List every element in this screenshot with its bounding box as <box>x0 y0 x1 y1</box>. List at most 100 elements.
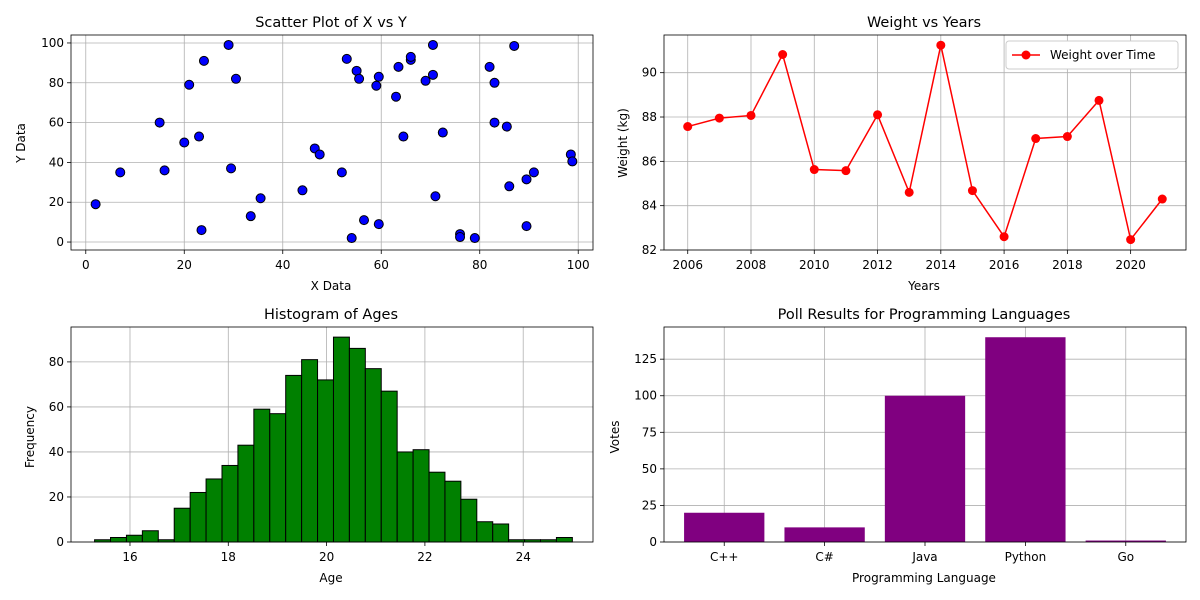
histogram-bar <box>444 480 462 543</box>
scatter-point <box>354 73 365 84</box>
scatter-point <box>521 174 532 185</box>
y-tick-label: 20 <box>49 195 64 209</box>
x-tick-label: Python <box>1005 550 1047 564</box>
y-tick-label: 40 <box>49 155 64 169</box>
scatter-point <box>373 71 384 82</box>
histogram-bar <box>205 478 223 543</box>
line-point <box>999 232 1009 242</box>
scatter-point <box>437 127 448 138</box>
y-tick-label: 0 <box>649 535 657 549</box>
scatter-point <box>504 181 515 192</box>
scatter-point <box>371 80 382 91</box>
series-markers <box>683 40 1167 245</box>
legend: Weight over Time <box>1005 40 1179 70</box>
x-tick-label: 16 <box>122 550 137 564</box>
bar <box>985 337 1066 542</box>
line-point <box>873 110 883 120</box>
scatter-point <box>489 77 500 88</box>
scatter-points <box>90 39 578 244</box>
line-point <box>904 187 914 197</box>
line-point <box>936 40 946 50</box>
y-axis-label: Votes <box>608 421 622 454</box>
x-tick-label: 2016 <box>989 258 1020 272</box>
y-axis-label: Y Data <box>14 123 28 164</box>
x-tick-label: 100 <box>567 258 590 272</box>
histogram-bar <box>189 491 207 543</box>
y-tick-label: 86 <box>642 154 657 168</box>
y-tick-label: 75 <box>642 425 657 439</box>
scatter-point <box>501 121 512 132</box>
histogram-bar <box>428 471 446 543</box>
x-tick-label: C# <box>815 550 833 564</box>
scatter-point <box>455 232 466 243</box>
scatter-point <box>398 131 409 142</box>
histogram-bar <box>221 464 239 543</box>
x-tick-label: 2014 <box>926 258 957 272</box>
x-tick-label: 2012 <box>862 258 893 272</box>
x-axis-label: Age <box>319 571 342 585</box>
x-tick-label: 24 <box>516 550 531 564</box>
x-tick-label: 2018 <box>1052 258 1083 272</box>
line-chart-panel: Weight vs Years Years Weight (kg) 2006 20… <box>616 15 1187 293</box>
scatter-point <box>115 167 126 178</box>
histogram-bar <box>348 347 366 543</box>
series-line <box>687 45 1163 242</box>
scatter-point <box>484 61 495 72</box>
y-tick-label: 25 <box>642 498 657 512</box>
scatter-point <box>159 165 170 176</box>
histogram-bar <box>380 390 398 543</box>
histogram-bar <box>460 498 478 543</box>
y-tick-label: 50 <box>642 462 657 476</box>
bar-chart-panel: Poll Results for Programming Languages P… <box>608 307 1187 585</box>
scatter-point <box>420 75 431 86</box>
x-tick-label: 60 <box>374 258 389 272</box>
y-axis-label: Weight (kg) <box>616 108 630 178</box>
x-axis-label: Years <box>907 279 940 293</box>
y-tick-label: 40 <box>49 445 64 459</box>
x-tick-label: 2006 <box>672 258 703 272</box>
histogram-panel: Histogram of Ages Age Frequency 16 18 20 22… <box>23 307 594 585</box>
scatter-point <box>336 167 347 178</box>
line-point <box>1157 194 1167 204</box>
x-tick-label: Go <box>1117 550 1134 564</box>
histogram-bar <box>332 336 350 543</box>
histogram-bar <box>237 444 255 543</box>
histogram-bar <box>141 530 159 543</box>
scatter-point <box>90 199 101 210</box>
x-tick-label: 80 <box>472 258 487 272</box>
x-tick-label: 2020 <box>1115 258 1146 272</box>
y-tick-label: 0 <box>56 535 64 549</box>
scatter-point <box>198 55 209 66</box>
histogram-bar <box>110 536 127 543</box>
scatter-point <box>393 61 404 72</box>
y-tick-label: 125 <box>634 352 657 366</box>
histogram-bar <box>396 451 414 543</box>
scatter-point <box>391 91 402 102</box>
y-tick-label: 100 <box>634 389 657 403</box>
chart-title: Poll Results for Programming Languages <box>778 307 1071 323</box>
bars <box>684 337 1166 542</box>
scatter-point <box>427 39 438 50</box>
histogram-bar <box>555 536 573 543</box>
histogram-bar <box>412 449 430 543</box>
chart-title: Scatter Plot of X vs Y <box>255 15 407 31</box>
scatter-point <box>346 233 357 244</box>
scatter-point <box>226 163 237 174</box>
x-tick-label: 2008 <box>736 258 767 272</box>
y-tick-label: 80 <box>49 355 64 369</box>
y-tick-label: 20 <box>49 490 64 504</box>
histogram-bar <box>476 521 494 543</box>
scatter-point <box>341 53 352 64</box>
histogram-bar <box>492 523 510 543</box>
scatter-point <box>194 131 205 142</box>
y-tick-label: 84 <box>642 199 657 213</box>
x-tick-label: 2010 <box>799 258 830 272</box>
scatter-point <box>245 211 256 222</box>
histogram-bar <box>285 374 303 543</box>
x-axis-label: X Data <box>311 279 352 293</box>
scatter-point <box>196 225 207 236</box>
bar <box>784 527 865 542</box>
histogram-bar <box>125 534 143 543</box>
line-point <box>1094 95 1104 105</box>
axes-frame <box>663 34 1187 251</box>
